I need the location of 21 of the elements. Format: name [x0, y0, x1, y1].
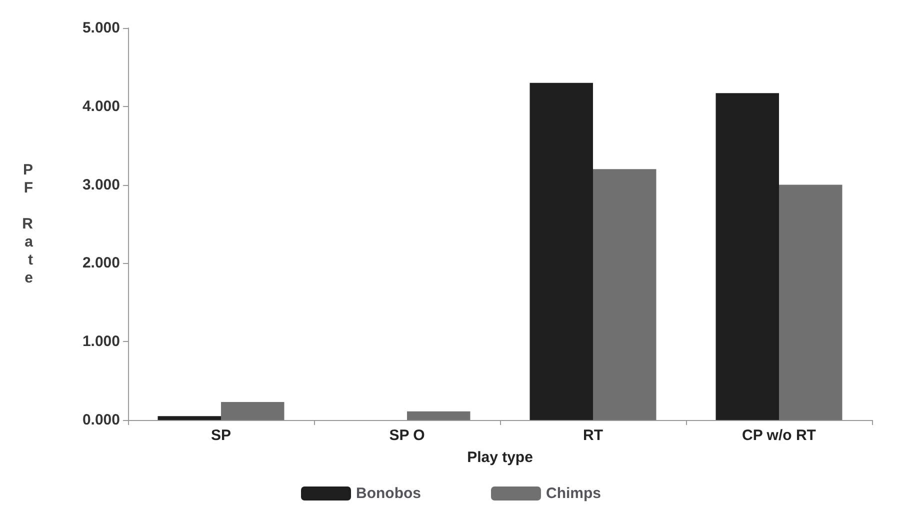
bar [530, 82, 593, 420]
x-axis-title: Play type [467, 449, 533, 466]
x-tick-label: RT [583, 427, 603, 444]
y-tick-label: 5.000 [82, 20, 120, 36]
y-tick-label: 1.000 [82, 333, 120, 350]
legend-label: Bonobos [356, 485, 422, 502]
y-tick-label: 2.000 [82, 254, 120, 272]
bar [158, 416, 221, 420]
y-tick-label: 0.000 [82, 412, 120, 428]
y-tick-label: 3.000 [82, 176, 120, 194]
bar [779, 184, 842, 420]
x-tick-label: SP O [389, 427, 426, 444]
x-tick-label: SP [210, 427, 232, 444]
bar [716, 93, 779, 420]
y-tick-label: 4.000 [82, 98, 120, 115]
x-tick-label: CP w/o RT [742, 427, 816, 444]
bar [407, 411, 470, 420]
bar [221, 402, 284, 420]
text: PF Rate [22, 162, 33, 286]
bar [593, 169, 656, 420]
legend-label: Chimps [546, 485, 602, 502]
